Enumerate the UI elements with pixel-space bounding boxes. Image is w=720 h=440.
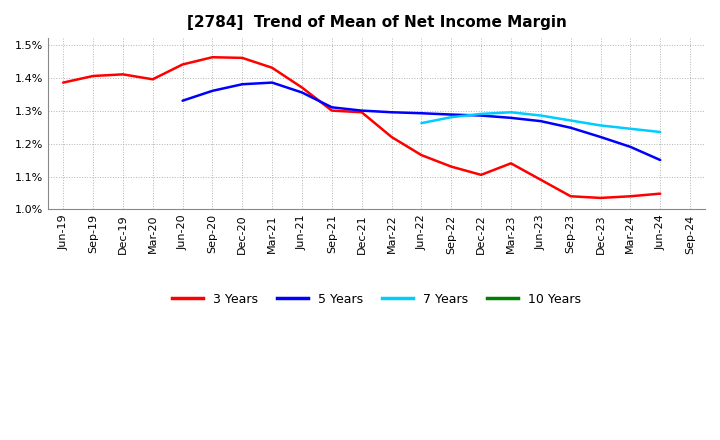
7 Years [417, 121, 426, 126]
5 Years [387, 110, 396, 115]
7 Years [536, 113, 545, 118]
Line: 7 Years: 7 Years [421, 112, 660, 132]
7 Years [477, 111, 485, 117]
3 Years [148, 77, 157, 82]
3 Years [119, 72, 127, 77]
Title: [2784]  Trend of Mean of Net Income Margin: [2784] Trend of Mean of Net Income Margi… [186, 15, 567, 30]
3 Years [179, 62, 187, 67]
5 Years [477, 113, 485, 118]
Line: 3 Years: 3 Years [63, 57, 660, 198]
3 Years [656, 191, 665, 196]
3 Years [596, 195, 605, 201]
5 Years [507, 115, 516, 121]
3 Years [626, 194, 635, 199]
3 Years [238, 55, 246, 61]
7 Years [507, 110, 516, 115]
5 Years [297, 90, 306, 95]
3 Years [417, 152, 426, 158]
3 Years [357, 110, 366, 115]
3 Years [387, 134, 396, 139]
7 Years [626, 126, 635, 132]
7 Years [447, 114, 456, 120]
Legend: 3 Years, 5 Years, 7 Years, 10 Years: 3 Years, 5 Years, 7 Years, 10 Years [167, 288, 586, 311]
5 Years [357, 108, 366, 113]
Line: 5 Years: 5 Years [183, 83, 660, 160]
5 Years [179, 98, 187, 103]
5 Years [656, 158, 665, 163]
5 Years [328, 105, 336, 110]
3 Years [59, 80, 68, 85]
5 Years [536, 118, 545, 124]
3 Years [536, 177, 545, 183]
7 Years [596, 123, 605, 128]
3 Years [477, 172, 485, 177]
5 Years [626, 144, 635, 150]
3 Years [208, 55, 217, 60]
5 Years [447, 112, 456, 117]
7 Years [567, 118, 575, 123]
3 Years [507, 161, 516, 166]
5 Years [417, 110, 426, 116]
7 Years [656, 129, 665, 135]
3 Years [328, 108, 336, 113]
3 Years [567, 194, 575, 199]
3 Years [297, 85, 306, 90]
5 Years [238, 81, 246, 87]
5 Years [596, 134, 605, 139]
5 Years [268, 80, 276, 85]
3 Years [447, 164, 456, 169]
3 Years [89, 73, 97, 79]
3 Years [268, 65, 276, 70]
5 Years [208, 88, 217, 93]
5 Years [567, 125, 575, 130]
